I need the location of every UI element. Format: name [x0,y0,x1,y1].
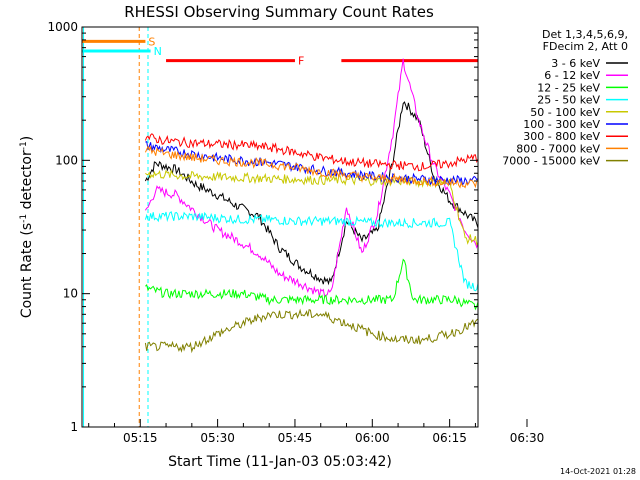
legend-label-2: 12 - 25 keV [537,81,600,94]
flag-label-N: N [154,45,162,58]
y-axis-label-sup2: -1 [19,141,29,150]
legend-label-1: 6 - 12 keV [544,69,600,82]
legend-label-0: 3 - 6 keV [551,57,600,70]
legend-label-7: 800 - 7000 keV [516,142,600,155]
footer-timestamp: 14-Oct-2021 01:28 [560,467,636,476]
x-axis-ticks: 05:15 05:30 05:45 06:00 06:15 06:30 [88,419,545,445]
legend-label-8: 7000 - 15000 keV [502,155,600,168]
x-tick-label-1: 05:30 [200,431,235,445]
chart-title: RHESSI Observing Summary Count Rates [124,3,434,21]
x-tick-label-2: 05:45 [278,431,313,445]
y-axis-label-prefix: Count Rate (s [19,223,35,318]
y-tick-label-1: 10 [63,287,78,301]
series-line-2 [145,258,478,311]
legend: Det 1,3,4,5,6,9, FDecim 2, Att 0 3 - 6 k… [502,28,628,168]
flag-label-F: F [298,55,304,68]
series-line-8 [144,308,478,354]
y-tick-label-2: 100 [55,153,78,167]
series-line-0 [144,101,478,286]
series-line-7 [144,145,478,189]
plot-area [82,27,478,427]
series-line-3 [144,211,478,292]
legend-label-5: 100 - 300 keV [523,118,600,131]
x-tick-label-0: 05:15 [123,431,158,445]
x-tick-label-3: 06:00 [355,431,390,445]
y-axis-label-end: ) [19,136,35,141]
y-axis-label: Count Rate (s-1 detector-1) [19,136,35,318]
legend-header-line-1: Det 1,3,4,5,6,9, [542,28,628,41]
series-line-1 [144,58,478,297]
series-line-5 [145,141,478,186]
y-axis-label-sup: -1 [19,214,29,223]
plot-frame [81,26,479,428]
legend-header-line-2: FDecim 2, Att 0 [543,40,628,53]
y-tick-label-0: 1 [70,420,78,434]
x-tick-label-5: 06:30 [510,431,545,445]
y-axis-ticks: 1 10 100 1000 [47,20,478,434]
x-axis-label: Start Time (11-Jan-03 05:03:42) [168,454,392,470]
y-axis-label-suffix: detector [19,150,35,214]
legend-label-6: 300 - 800 keV [523,130,600,143]
x-tick-label-4: 06:15 [432,431,467,445]
legend-label-3: 25 - 50 keV [537,94,600,107]
series-line-6 [144,133,478,172]
y-tick-label-3: 1000 [47,20,78,34]
legend-label-4: 50 - 100 keV [530,106,600,119]
flag-label-S: S [148,35,155,48]
